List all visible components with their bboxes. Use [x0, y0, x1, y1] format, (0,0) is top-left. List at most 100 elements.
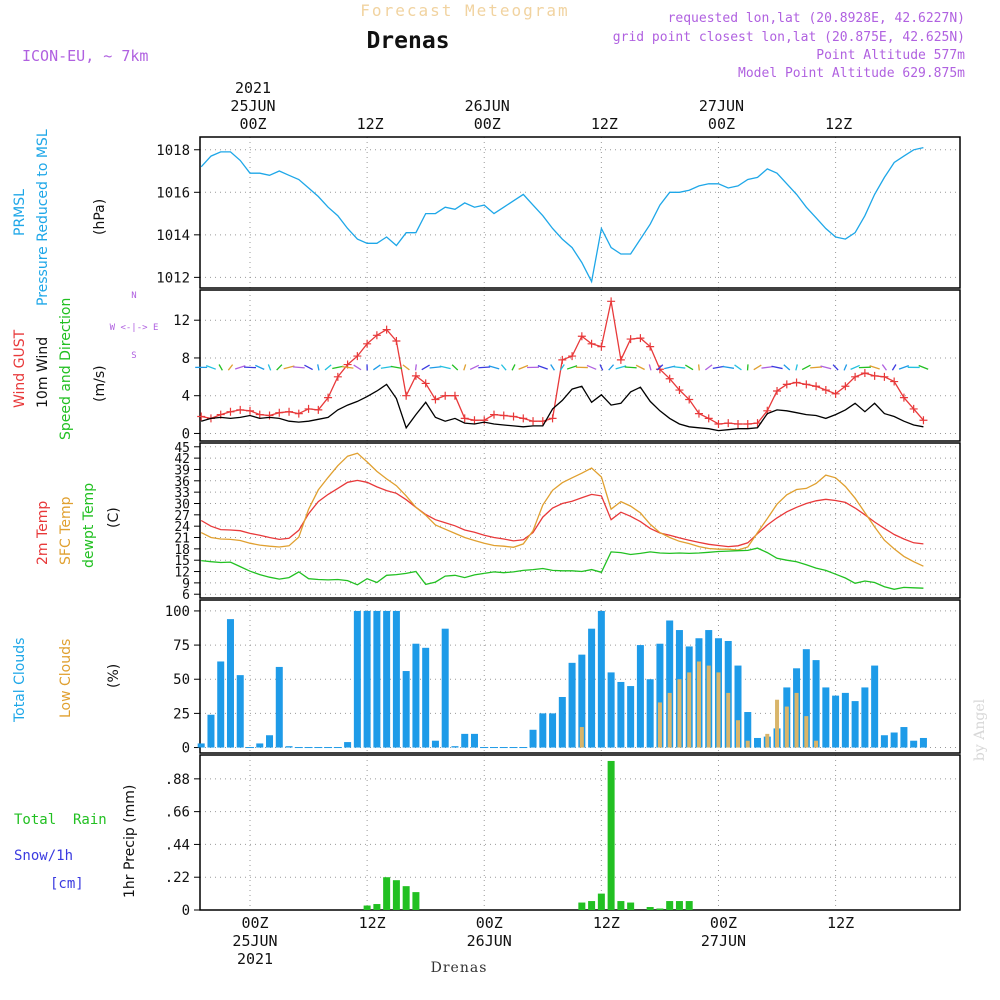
gust-marker	[421, 379, 430, 388]
temp-unit: (C)	[106, 507, 122, 528]
wind-direction-arrow	[255, 364, 265, 370]
total-clouds-bar	[402, 671, 410, 748]
gust-marker	[743, 420, 752, 429]
gust-marker	[392, 336, 401, 345]
total-clouds-bar	[617, 681, 625, 748]
gust-marker	[255, 410, 264, 419]
low-clouds-bar	[696, 661, 701, 748]
total-clouds-bar	[392, 610, 400, 748]
gust-marker	[509, 412, 518, 421]
rain-bar	[646, 907, 654, 910]
rain-bar	[588, 901, 596, 910]
gust-marker	[548, 414, 557, 423]
total-clouds-bar	[568, 662, 576, 748]
top-time-label: 26JUN	[465, 97, 510, 115]
rain-bar	[675, 901, 683, 910]
wind-direction-arrow	[304, 364, 313, 371]
total-clouds-bar	[207, 714, 215, 748]
total-clouds-bar	[285, 746, 293, 748]
temp-ytick-label: 45	[174, 441, 190, 456]
pressure-ytick-label: 1016	[156, 185, 190, 201]
temp-ytick-label: 9	[182, 577, 190, 592]
model-name: ICON-EU, ~ 7km	[22, 47, 148, 65]
total-clouds-bar	[344, 742, 352, 748]
total-clouds-bar	[812, 660, 820, 748]
precip-ytick-label: 0	[182, 903, 190, 919]
precip-frame	[199, 754, 961, 911]
product-title: Forecast Meteogram	[360, 1, 569, 20]
wind-label-direction: Speed and Direction	[58, 298, 74, 440]
gust-marker	[870, 371, 879, 380]
total-clouds-bar	[880, 735, 888, 748]
rain-bar	[392, 880, 400, 910]
gust-marker	[636, 334, 645, 343]
low-clouds-bar	[716, 672, 721, 748]
temp-ytick-label: 21	[174, 532, 190, 547]
wind-direction-arrow	[550, 364, 555, 371]
temp-frame	[199, 442, 961, 599]
clouds-ytick-label: 75	[173, 638, 190, 654]
total-clouds-bar	[236, 675, 244, 748]
pressure-label-msl: Pressure Reduced to MSL	[35, 129, 51, 306]
total-clouds-bar	[451, 746, 459, 748]
total-clouds-bar	[275, 666, 283, 748]
pressure-ytick-label: 1018	[156, 143, 190, 159]
gust-marker	[626, 335, 635, 344]
gust-marker	[841, 382, 850, 391]
total-clouds-bar	[266, 735, 274, 748]
total-clouds-bar	[851, 701, 859, 748]
clouds-ytick-label: 50	[173, 672, 190, 688]
temp-ytick-label: 6	[182, 588, 190, 603]
total-clouds-bar	[744, 712, 752, 748]
wind-direction-arrow	[891, 364, 897, 371]
gust-marker	[372, 331, 381, 340]
top-time-label: 00Z	[708, 115, 735, 133]
wind-direction-arrow	[341, 365, 354, 369]
total-clouds-bar	[217, 661, 225, 748]
wind-direction-arrow	[390, 365, 403, 370]
precip-ylabel: 1hr Precip (mm)	[122, 785, 138, 898]
temp-ytick-label: 24	[174, 520, 190, 535]
wind-direction-arrow	[753, 364, 762, 371]
total-clouds-bar	[832, 695, 840, 748]
gust-marker	[792, 378, 801, 387]
wind-direction-arrow	[332, 365, 344, 370]
wind-direction-arrow	[712, 365, 725, 370]
wind-direction-arrow	[463, 364, 467, 371]
low-clouds-bar	[706, 665, 711, 748]
total-clouds-bar	[578, 654, 586, 748]
wind-panel: 0 4 8 12	[173, 289, 961, 442]
wind-direction-arrow	[205, 364, 216, 370]
gust-marker	[831, 389, 840, 398]
wind-direction-arrow	[353, 364, 362, 371]
wind-direction-arrow	[734, 364, 742, 371]
clouds-label-low: Low Clouds	[58, 639, 74, 718]
pressure-unit: (hPa)	[92, 199, 108, 235]
compass-south: S	[131, 351, 136, 361]
gust-marker	[587, 339, 596, 348]
temp-ytick-label: 36	[174, 475, 190, 490]
wind-direction-arrow	[771, 365, 783, 370]
total-clouds-bar	[539, 713, 547, 748]
gust-marker	[860, 369, 869, 378]
wind-direction-arrow	[380, 365, 393, 369]
location-title: Drenas	[366, 28, 449, 54]
temp-label-2m: 2m Temp	[35, 501, 51, 565]
gust-marker	[734, 420, 742, 429]
low-clouds-bar	[784, 706, 789, 748]
wind-label-gust: Wind GUST	[12, 329, 28, 408]
rain-bar	[597, 893, 605, 910]
gust-marker	[675, 386, 684, 395]
precip-ytick-label: .22	[165, 870, 190, 886]
top-time-label: 12Z	[591, 115, 618, 133]
total-clouds-bar	[607, 672, 615, 748]
total-clouds-bar	[734, 665, 742, 748]
clouds-frame	[199, 599, 961, 754]
total-clouds-bar	[558, 696, 566, 748]
pressure-panel: 1012 1014 1016 1018	[156, 136, 961, 289]
gust-marker	[685, 395, 694, 404]
wind-direction-arrow	[559, 364, 565, 371]
wind-direction-arrow	[324, 364, 332, 371]
temp-label-sfc: SFC Temp	[58, 496, 74, 565]
total-clouds-bar	[666, 620, 674, 748]
